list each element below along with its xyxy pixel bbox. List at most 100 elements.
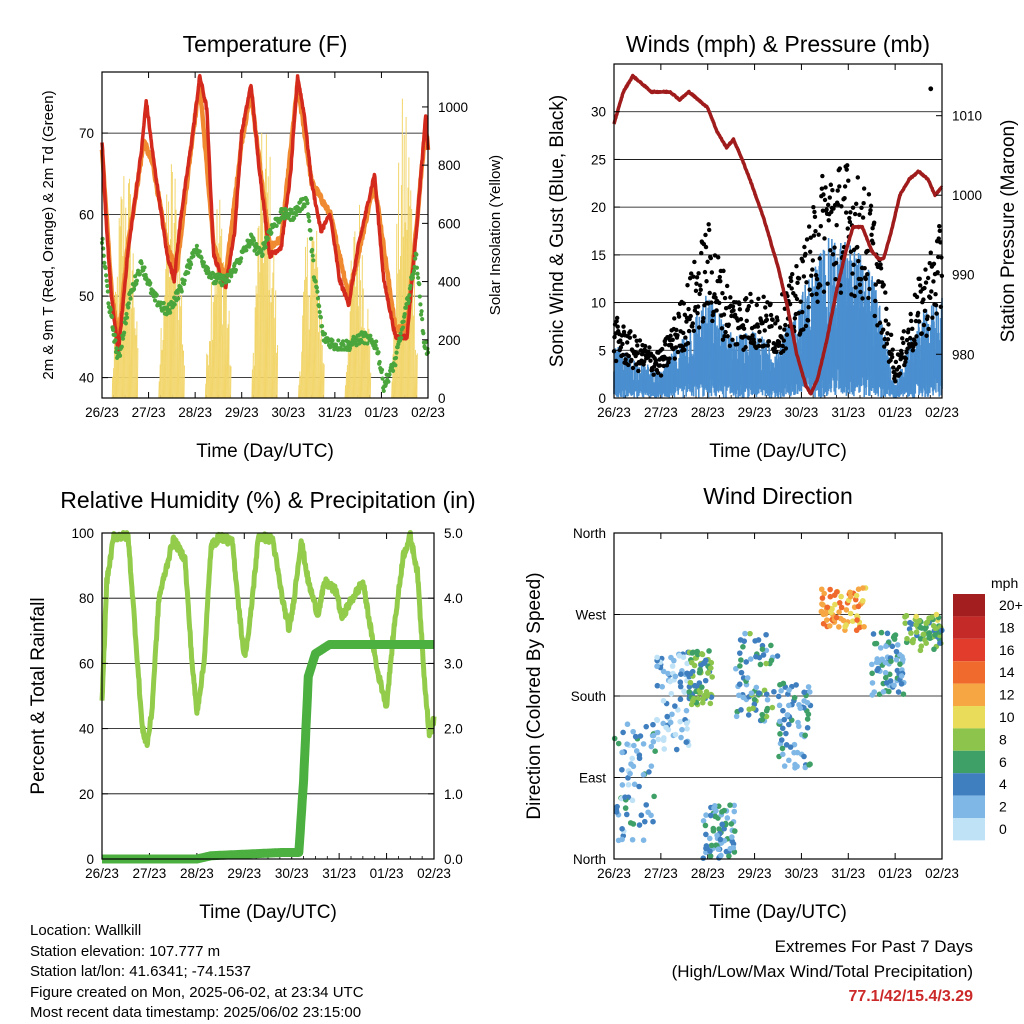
wind-direction-point bbox=[708, 665, 714, 671]
gust-point bbox=[672, 316, 677, 321]
gust-point bbox=[926, 326, 931, 332]
legend-swatch bbox=[953, 818, 985, 841]
gust-point bbox=[718, 278, 723, 284]
wind-direction-point bbox=[909, 638, 915, 645]
wind-direction-point bbox=[777, 718, 783, 725]
wind-direction-point bbox=[903, 612, 910, 619]
wind-direction-point bbox=[708, 842, 715, 849]
gust-point bbox=[694, 275, 700, 280]
dewpoint-point bbox=[399, 335, 404, 340]
gust-point bbox=[764, 313, 769, 318]
wind-direction-point bbox=[622, 805, 629, 811]
gust-point bbox=[850, 271, 855, 276]
wind-direction-point bbox=[795, 719, 801, 726]
x-tick-label: 31/23 bbox=[318, 405, 352, 420]
gust-point bbox=[672, 356, 678, 361]
wind-direction-point bbox=[779, 745, 786, 752]
wind-direction-point bbox=[688, 659, 695, 666]
gust-point bbox=[691, 328, 697, 334]
y-right-tick-label: 980 bbox=[952, 347, 975, 362]
wind-direction-point bbox=[775, 693, 782, 700]
wind-direction-point bbox=[880, 689, 887, 695]
y-right-tick-label: 1010 bbox=[952, 109, 982, 124]
y-tick-label: 0 bbox=[598, 391, 606, 406]
y-right-tick-label: 990 bbox=[952, 268, 975, 283]
wind-direction-point bbox=[827, 593, 834, 600]
gust-point bbox=[786, 283, 792, 288]
gust-point bbox=[878, 262, 883, 267]
wind-direction-point bbox=[783, 742, 790, 748]
gust-point bbox=[842, 195, 847, 201]
gust-point bbox=[703, 232, 708, 238]
wind-direction-point bbox=[847, 610, 854, 617]
dewpoint-point bbox=[379, 367, 385, 373]
gust-point bbox=[756, 296, 761, 301]
wind-direction-point bbox=[677, 679, 684, 685]
wind-direction-point bbox=[625, 775, 631, 781]
wind-direction-point bbox=[663, 724, 669, 731]
gust-point bbox=[742, 334, 747, 339]
wind-direction-point bbox=[727, 845, 733, 852]
gust-point bbox=[730, 304, 736, 309]
x-tick-label: 28/23 bbox=[178, 405, 212, 420]
wind-direction-point bbox=[700, 660, 707, 667]
wind-direction-point bbox=[681, 689, 688, 695]
wind-direction-point bbox=[753, 653, 759, 660]
wind-direction-point bbox=[756, 690, 762, 696]
wind-direction-point bbox=[917, 624, 923, 631]
gust-point bbox=[717, 300, 722, 306]
gust-point bbox=[674, 327, 679, 333]
gust-point bbox=[821, 192, 826, 197]
wind-direction-point bbox=[660, 720, 667, 727]
gust-point bbox=[804, 237, 810, 242]
gust-point bbox=[830, 252, 836, 257]
dewpoint-point bbox=[120, 336, 126, 341]
dewpoint-point bbox=[424, 339, 429, 344]
gust-point bbox=[824, 207, 829, 212]
gust-point bbox=[618, 338, 623, 343]
gust-point bbox=[848, 249, 854, 254]
dewpoint-point bbox=[168, 310, 173, 315]
gust-point bbox=[743, 345, 748, 350]
gust-point bbox=[686, 306, 691, 312]
wind-direction-point bbox=[636, 752, 643, 758]
x-tick-label: 29/23 bbox=[738, 866, 772, 881]
dewpoint-point bbox=[221, 273, 226, 278]
wind-direction-point bbox=[719, 821, 725, 828]
wind-direction-point bbox=[740, 694, 747, 701]
wind-direction-point bbox=[651, 793, 657, 800]
wind-direction-point bbox=[824, 617, 830, 623]
gust-point bbox=[789, 286, 794, 291]
gust-point bbox=[885, 337, 891, 342]
wind-direction-point bbox=[686, 689, 693, 695]
dewpoint-point bbox=[110, 327, 116, 332]
wind-direction-point bbox=[737, 663, 743, 669]
wind-direction-point bbox=[891, 682, 897, 689]
wind-direction-point bbox=[801, 753, 807, 760]
gust-point bbox=[722, 334, 727, 339]
gust-point bbox=[728, 295, 733, 300]
gust-point bbox=[723, 329, 728, 335]
wind-direction-point bbox=[933, 611, 940, 618]
plot-frame bbox=[613, 63, 943, 399]
wind-direction-point bbox=[707, 848, 713, 855]
wind-direction-point bbox=[667, 678, 673, 685]
gust-point bbox=[737, 301, 742, 307]
gust-point bbox=[827, 195, 832, 200]
wind-direction-point bbox=[838, 604, 845, 611]
gust-point bbox=[916, 319, 922, 324]
dewpoint-point bbox=[310, 247, 315, 253]
gust-point bbox=[783, 322, 788, 328]
wind-direction-point bbox=[673, 746, 680, 753]
dewpoint-point bbox=[305, 201, 310, 206]
gust-point bbox=[813, 272, 819, 278]
y-right-tick-label: 3.0 bbox=[444, 656, 463, 671]
dewpoint-point bbox=[265, 236, 271, 241]
gust-point bbox=[810, 258, 816, 263]
wind-direction-point bbox=[715, 846, 722, 853]
wind-direction-point bbox=[655, 736, 662, 743]
dewpoint-point bbox=[315, 296, 321, 301]
dewpoint-point bbox=[407, 293, 412, 298]
gust-point bbox=[865, 248, 871, 254]
gust-point bbox=[906, 327, 911, 332]
